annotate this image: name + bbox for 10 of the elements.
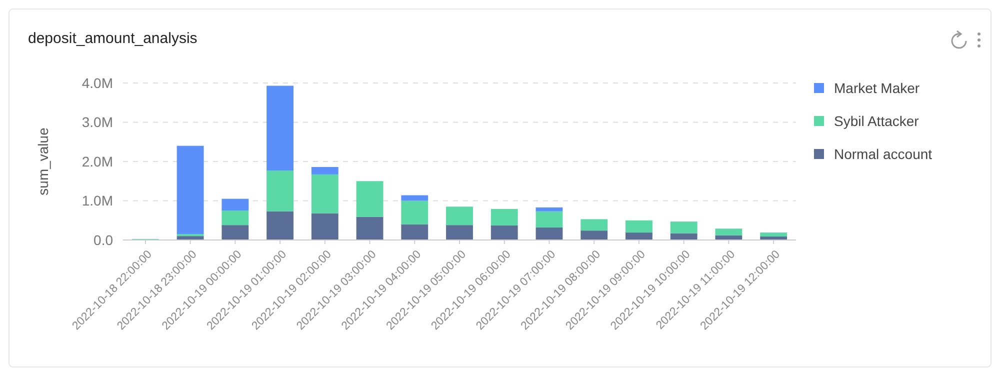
legend-label: Normal account [834, 146, 932, 162]
y-tick-label: 0.0 [94, 232, 114, 248]
y-tick-label: 2.0M [82, 153, 113, 170]
y-tick-label: 3.0M [82, 114, 113, 130]
legend-label: Sybil Attacker [834, 112, 920, 129]
chart-title: deposit_amount_analysis [28, 30, 198, 47]
y-tick-label: 4.0M [82, 74, 113, 91]
y-axis-title: sum_value [35, 127, 51, 196]
y-tick-label: 1.0M [82, 192, 113, 209]
legend-label: Market Maker [834, 80, 920, 96]
